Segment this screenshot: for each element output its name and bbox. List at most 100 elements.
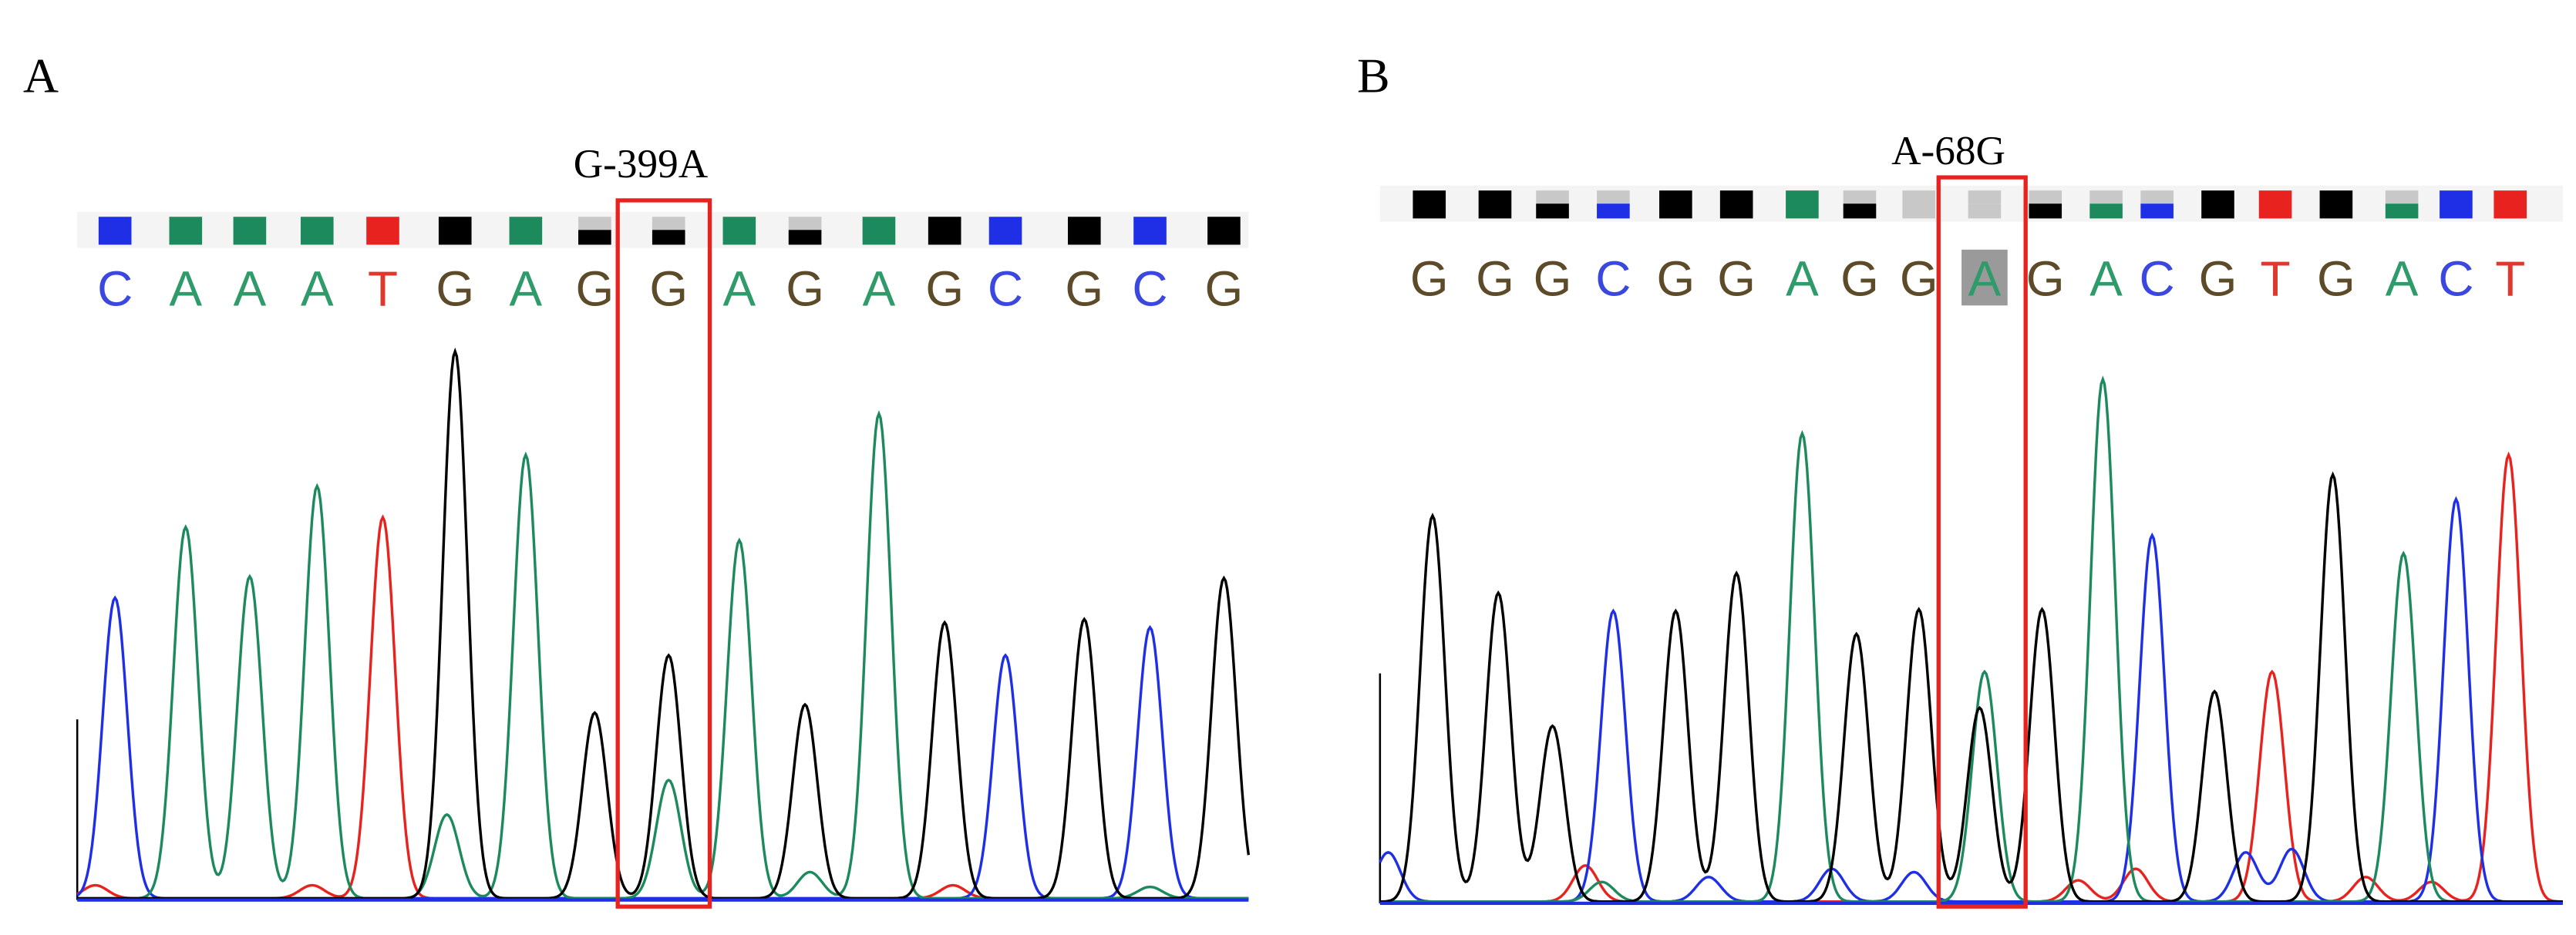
- base-call: T: [2495, 251, 2525, 307]
- quality-square: [98, 217, 132, 245]
- base-call: A: [234, 261, 267, 316]
- base-call: G: [1534, 251, 1572, 307]
- base-call: T: [368, 261, 398, 316]
- quality-square: [2440, 190, 2473, 219]
- base-call: A: [723, 261, 756, 316]
- quality-square: [2385, 190, 2419, 204]
- quality-square: [1902, 190, 1935, 219]
- base-call: C: [97, 261, 133, 316]
- quality-square: [2089, 203, 2123, 219]
- base-call: G: [1656, 251, 1695, 307]
- quality-square: [438, 217, 472, 245]
- base-call: G: [1476, 251, 1514, 307]
- snp-box: [615, 198, 712, 909]
- base-highlight: [1961, 249, 2008, 306]
- quality-square: [788, 230, 822, 245]
- quality-square: [1843, 190, 1877, 204]
- base-call: G: [575, 261, 614, 316]
- quality-square: [2140, 190, 2174, 204]
- quality-square: [2494, 190, 2527, 219]
- quality-square: [722, 217, 756, 245]
- quality-square: [169, 217, 203, 245]
- quality-square: [1207, 217, 1241, 245]
- quality-square: [1659, 190, 1692, 219]
- base-call: A: [510, 261, 543, 316]
- trace-c: [1379, 496, 2563, 903]
- quality-square: [862, 217, 896, 245]
- quality-square: [2201, 190, 2234, 219]
- quality-square: [2140, 203, 2174, 219]
- base-call: G: [2199, 251, 2238, 307]
- quality-square: [2089, 190, 2123, 204]
- panel-title: A-68G: [1891, 128, 2005, 173]
- quality-square: [2385, 203, 2419, 219]
- quality-square: [233, 217, 267, 245]
- quality-square: [1413, 190, 1446, 219]
- trace-a: [1379, 375, 2563, 903]
- quality-square: [2258, 190, 2292, 219]
- base-call: G: [1410, 251, 1449, 307]
- quality-square: [2319, 190, 2353, 219]
- base-call: C: [1132, 261, 1167, 316]
- snp-box: [1936, 175, 2028, 909]
- quality-square: [366, 217, 399, 245]
- base-call: C: [988, 261, 1023, 316]
- base-call: G: [1205, 261, 1244, 316]
- trace-c: [76, 595, 1249, 900]
- panel-title: G-399A: [574, 141, 709, 187]
- base-call: G: [786, 261, 824, 316]
- base-call: A: [301, 261, 334, 316]
- quality-square: [988, 217, 1022, 245]
- trace-t: [1379, 451, 2563, 903]
- base-call: G: [436, 261, 474, 316]
- quality-square: [1133, 217, 1167, 245]
- panel-label: A: [23, 48, 59, 103]
- quality-square: [1597, 190, 1630, 204]
- quality-square: [788, 217, 822, 230]
- base-call: G: [649, 261, 688, 316]
- trace-a: [77, 410, 1249, 900]
- panel-label: B: [1357, 48, 1390, 103]
- base-call: A: [1786, 251, 1819, 307]
- base-call: G: [1717, 251, 1756, 307]
- quality-square: [1843, 203, 1877, 219]
- quality-square: [1968, 190, 2002, 204]
- base-call: G: [1840, 251, 1879, 307]
- base-call: G: [1900, 251, 1938, 307]
- base-call: G: [925, 261, 964, 316]
- base-call: A: [2089, 251, 2123, 307]
- base-call: C: [2438, 251, 2473, 307]
- quality-square: [1478, 190, 1512, 219]
- base-call: A: [169, 261, 202, 316]
- quality-square: [1597, 203, 1630, 219]
- quality-square: [652, 217, 685, 230]
- quality-square: [1786, 190, 1819, 219]
- quality-square: [2029, 203, 2062, 219]
- quality-square: [1968, 203, 2002, 219]
- trace-g: [77, 347, 1251, 900]
- base-call: T: [2261, 251, 2291, 307]
- base-call: G: [1065, 261, 1103, 316]
- quality-square: [652, 230, 685, 245]
- quality-square: [928, 217, 961, 245]
- base-call: A: [863, 261, 896, 316]
- quality-square: [2029, 190, 2062, 204]
- quality-square: [1719, 190, 1753, 219]
- quality-square: [578, 217, 611, 230]
- quality-square: [300, 217, 334, 245]
- trace-g: [1379, 471, 2563, 903]
- base-call: G: [2026, 251, 2065, 307]
- quality-square: [1067, 217, 1101, 245]
- quality-square: [1536, 203, 1569, 219]
- quality-square: [578, 230, 611, 245]
- quality-square: [1536, 190, 1569, 204]
- base-call: G: [2317, 251, 2355, 307]
- base-call: C: [2140, 251, 2175, 307]
- base-call: C: [1595, 251, 1631, 307]
- quality-square: [509, 217, 543, 245]
- base-call: A: [1968, 251, 2002, 307]
